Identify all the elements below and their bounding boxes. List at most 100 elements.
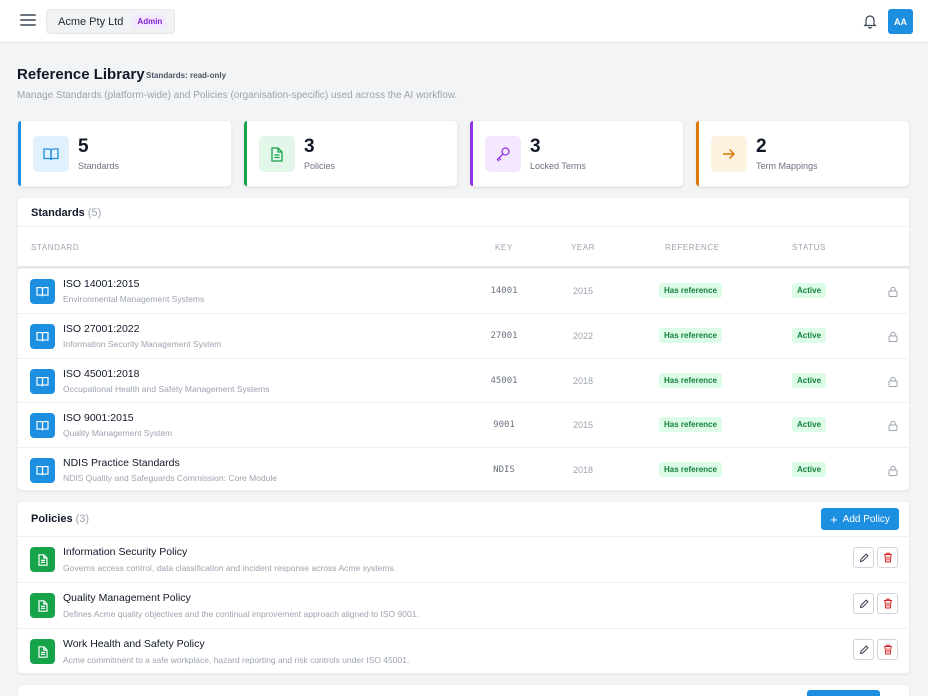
document-icon bbox=[259, 136, 295, 172]
edit-button[interactable] bbox=[853, 547, 874, 568]
book-icon bbox=[30, 413, 55, 438]
document-icon bbox=[30, 547, 55, 572]
column-header-year: YEAR bbox=[571, 243, 596, 252]
list-item[interactable]: Work Health and Safety Policy Acme commi… bbox=[18, 628, 909, 673]
stat-label: Term Mappings bbox=[756, 161, 818, 171]
list-item[interactable]: Quality Management Policy Defines Acme q… bbox=[18, 582, 909, 628]
policy-name: Quality Management Policy bbox=[63, 592, 191, 604]
edit-button[interactable] bbox=[853, 593, 874, 614]
pencil-icon bbox=[859, 644, 869, 654]
table-row[interactable]: NDIS Practice Standards NDIS Quality and… bbox=[18, 447, 909, 490]
bell-icon[interactable] bbox=[863, 13, 877, 29]
standard-name: ISO 9001:2015 bbox=[63, 412, 134, 424]
readonly-note: Standards: read-only bbox=[146, 71, 227, 80]
lock-icon bbox=[888, 465, 898, 476]
role-badge: Admin bbox=[133, 15, 167, 28]
delete-button[interactable] bbox=[877, 639, 898, 660]
standards-title: Standards (5) bbox=[31, 207, 102, 219]
standard-name: ISO 27001:2022 bbox=[63, 323, 140, 335]
standard-description: Occupational Health and Safety Managemen… bbox=[63, 384, 270, 394]
next-panel-button[interactable] bbox=[807, 690, 880, 696]
stat-card-standards: 5 Standards bbox=[17, 120, 232, 187]
standard-key: 27001 bbox=[490, 331, 518, 341]
stat-card-policies: 3 Policies bbox=[243, 120, 458, 187]
table-row[interactable]: ISO 14001:2015 Environmental Management … bbox=[18, 268, 909, 313]
column-header-standard: STANDARD bbox=[31, 243, 80, 252]
stat-label: Standards bbox=[78, 161, 120, 171]
stat-label: Policies bbox=[304, 161, 336, 171]
list-item[interactable]: Information Security Policy Governs acce… bbox=[18, 536, 909, 582]
reference-badge: Has reference bbox=[659, 417, 722, 432]
menu-icon[interactable] bbox=[20, 14, 36, 28]
add-policy-button[interactable]: + Add Policy bbox=[821, 508, 899, 530]
delete-button[interactable] bbox=[877, 593, 898, 614]
policy-description: Defines Acme quality objectives and the … bbox=[63, 609, 419, 619]
table-row[interactable]: ISO 9001:2015 Quality Management System … bbox=[18, 402, 909, 447]
book-icon bbox=[30, 369, 55, 394]
standard-key: 9001 bbox=[493, 420, 515, 430]
book-icon bbox=[30, 458, 55, 483]
trash-icon bbox=[883, 598, 892, 609]
policy-description: Governs access control, data classificat… bbox=[63, 563, 397, 573]
top-bar: Acme Pty Ltd Admin AA bbox=[0, 0, 928, 43]
book-icon bbox=[30, 324, 55, 349]
standard-description: Environmental Management Systems bbox=[63, 294, 205, 304]
standard-name: ISO 45001:2018 bbox=[63, 368, 140, 380]
standard-description: NDIS Quality and Safeguards Commission: … bbox=[63, 473, 278, 483]
avatar[interactable]: AA bbox=[888, 9, 913, 34]
standard-name: ISO 14001:2015 bbox=[63, 278, 140, 290]
policy-description: Acme commitment to a safe workplace, haz… bbox=[63, 655, 410, 665]
book-icon bbox=[33, 136, 69, 172]
plus-icon: + bbox=[830, 511, 838, 527]
org-switcher[interactable]: Acme Pty Ltd Admin bbox=[46, 9, 175, 34]
status-badge: Active bbox=[792, 417, 827, 432]
policy-name: Information Security Policy bbox=[63, 546, 188, 558]
column-header-reference: REFERENCE bbox=[665, 243, 720, 252]
page-title: Reference Library bbox=[17, 66, 145, 83]
org-name: Acme Pty Ltd bbox=[58, 15, 124, 28]
pencil-icon bbox=[859, 552, 869, 562]
table-row[interactable]: ISO 27001:2022 Information Security Mana… bbox=[18, 313, 909, 358]
standard-year: 2015 bbox=[572, 286, 594, 296]
reference-badge: Has reference bbox=[659, 328, 722, 343]
reference-badge: Has reference bbox=[659, 462, 722, 477]
stat-value: 2 bbox=[756, 136, 767, 157]
stat-card-term-mappings: 2 Term Mappings bbox=[695, 120, 910, 187]
standard-key: 45001 bbox=[490, 376, 518, 386]
policies-panel: Policies (3) + Add Policy Information Se… bbox=[17, 501, 910, 674]
lock-icon bbox=[888, 376, 898, 387]
status-badge: Active bbox=[792, 328, 827, 343]
lock-icon bbox=[888, 286, 898, 297]
column-header-key: KEY bbox=[495, 243, 513, 252]
status-badge: Active bbox=[792, 462, 827, 477]
key-icon bbox=[485, 136, 521, 172]
standard-year: 2015 bbox=[572, 420, 594, 430]
policy-name: Work Health and Safety Policy bbox=[63, 638, 205, 650]
standard-year: 2022 bbox=[572, 331, 594, 341]
standard-description: Information Security Management System bbox=[63, 339, 222, 349]
next-panel bbox=[17, 684, 910, 696]
book-icon bbox=[30, 279, 55, 304]
edit-button[interactable] bbox=[853, 639, 874, 660]
trash-icon bbox=[883, 552, 892, 563]
arrow-right-icon bbox=[711, 136, 747, 172]
standards-panel: Standards (5) STANDARD KEY YEAR REFERENC… bbox=[17, 197, 910, 491]
stat-card-locked-terms: 3 Locked Terms bbox=[469, 120, 684, 187]
lock-icon bbox=[888, 420, 898, 431]
page-description: Manage Standards (platform-wide) and Pol… bbox=[17, 90, 458, 101]
standard-name: NDIS Practice Standards bbox=[63, 457, 180, 469]
table-row[interactable]: ISO 45001:2018 Occupational Health and S… bbox=[18, 358, 909, 403]
standard-key: NDIS bbox=[493, 465, 515, 475]
document-icon bbox=[30, 639, 55, 664]
standard-year: 2018 bbox=[572, 465, 594, 475]
stat-label: Locked Terms bbox=[530, 161, 586, 171]
stat-value: 3 bbox=[530, 136, 541, 157]
status-badge: Active bbox=[792, 373, 827, 388]
stat-value: 3 bbox=[304, 136, 315, 157]
reference-badge: Has reference bbox=[659, 373, 722, 388]
delete-button[interactable] bbox=[877, 547, 898, 568]
column-header-status: STATUS bbox=[792, 243, 826, 252]
reference-badge: Has reference bbox=[659, 283, 722, 298]
standard-year: 2018 bbox=[572, 376, 594, 386]
policies-title: Policies (3) bbox=[31, 513, 90, 525]
